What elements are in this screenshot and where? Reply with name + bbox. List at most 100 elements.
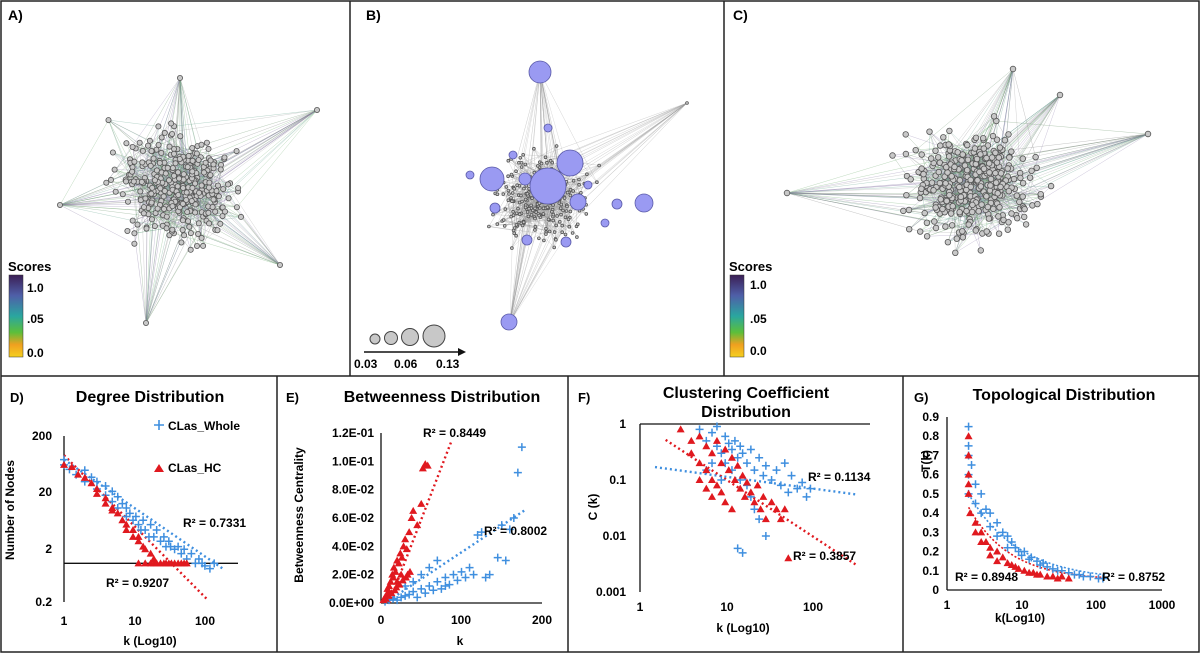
network-node (568, 193, 573, 198)
y-tick-label: 0.6 (922, 468, 939, 482)
data-point-triangle (1057, 572, 1066, 580)
data-point-triangle (695, 459, 704, 467)
network-node (530, 196, 534, 201)
network-edge (179, 77, 202, 145)
data-point-triangle (134, 537, 143, 545)
scale-tick: 0.0 (27, 346, 44, 360)
data-point-plus (457, 567, 466, 576)
data-point-triangle (413, 521, 422, 529)
network-node (965, 221, 972, 228)
network-node (163, 225, 170, 232)
network-node (936, 179, 943, 187)
r2-annotation: R² = 0.3857 (793, 549, 856, 563)
network-node (154, 205, 161, 212)
network-node (542, 238, 546, 243)
data-point-plus (441, 573, 450, 582)
network-node (975, 208, 982, 215)
network-node (519, 165, 524, 169)
network-node (945, 153, 953, 160)
data-point-plus (1003, 543, 1012, 552)
network-edge (192, 160, 239, 192)
network-node (571, 179, 576, 183)
r2-annotation: R² = 0.9207 (106, 576, 169, 590)
y-tick-label: 0.0E+00 (329, 596, 374, 610)
network-edge (115, 126, 159, 192)
size-legend-circle (422, 324, 446, 348)
node-layer (783, 65, 1152, 256)
data-point-plus (485, 570, 494, 579)
data-point-plus (964, 441, 973, 450)
data-point-plus (738, 449, 747, 458)
network-node (140, 204, 147, 211)
y-tick-label: 0.9 (922, 410, 939, 424)
network-node (987, 175, 995, 183)
network-node (565, 204, 569, 209)
network-edge (556, 102, 688, 196)
network-edge (509, 198, 547, 323)
network-node (561, 208, 565, 213)
data-point-plus (717, 476, 726, 484)
data-point-plus (493, 553, 502, 562)
network-node (932, 204, 939, 211)
data-point-triangle (405, 567, 414, 575)
network-edge (786, 192, 965, 196)
data-point-triangle (964, 451, 973, 459)
network-node (571, 189, 575, 193)
data-point-triangle (1048, 572, 1057, 580)
network-node (985, 215, 993, 222)
r2-annotation: R² = 0.8752 (1102, 570, 1165, 584)
network-node (557, 220, 562, 224)
data-point-triangle (67, 463, 76, 471)
data-point-triangle (761, 515, 770, 523)
data-point-plus (461, 573, 470, 582)
data-point-plus (1007, 537, 1016, 546)
network-node (161, 187, 168, 194)
size-legend-label: 0.03 (354, 357, 378, 371)
network-node (585, 172, 589, 177)
scale-tick: 1.0 (750, 278, 767, 292)
network-edge (173, 233, 281, 266)
network-node (188, 197, 195, 204)
network-node (550, 210, 554, 214)
network-node (515, 183, 519, 188)
network-node (994, 190, 1001, 197)
data-point-triangle (101, 494, 110, 502)
network-node (943, 163, 950, 171)
network-edge (539, 71, 567, 164)
data-point-plus (977, 489, 986, 498)
network-node (1005, 131, 1012, 138)
data-point-triangle (396, 549, 405, 557)
network-node (905, 206, 913, 214)
network-node (980, 145, 987, 152)
network-node (504, 185, 509, 189)
network-edge (185, 109, 318, 167)
network-edge (141, 210, 281, 266)
network-hub-node (276, 261, 283, 268)
data-point-triangle (74, 470, 83, 478)
network-edge (956, 183, 1024, 239)
network-node (206, 179, 213, 186)
data-point-triangle (986, 551, 995, 559)
trendline (664, 438, 858, 567)
network-node (976, 168, 983, 176)
data-point-plus (405, 590, 414, 599)
data-point-plus (724, 439, 733, 448)
data-point-plus (477, 528, 486, 537)
data-point-plus (449, 570, 458, 579)
network-hub-node (313, 107, 320, 114)
y-tick-label: 1.0E-01 (332, 454, 374, 468)
network-node (225, 195, 232, 202)
data-point-triangle (702, 466, 711, 474)
network-node (923, 219, 931, 226)
network-node (575, 222, 580, 227)
network-node (509, 172, 514, 177)
data-point-triangle (146, 549, 155, 557)
network-node (1019, 155, 1026, 162)
network-node (1033, 164, 1040, 171)
network-node (224, 181, 231, 188)
centrality-bubble (556, 149, 584, 177)
network-node (217, 166, 224, 173)
network-node (510, 246, 514, 250)
network-node (501, 192, 506, 196)
network-node (185, 152, 192, 159)
